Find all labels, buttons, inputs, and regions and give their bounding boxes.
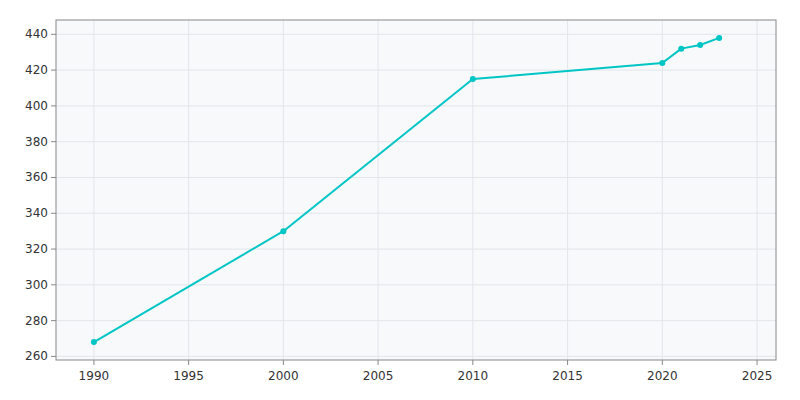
tick-label-y: 420 (25, 63, 48, 77)
tick-x (93, 360, 94, 365)
tick-x (567, 360, 568, 365)
tick-y (51, 141, 56, 142)
tick-label-y: 340 (25, 206, 48, 220)
tick-label-y: 400 (25, 99, 48, 113)
plot-frame (56, 20, 776, 360)
plot-area (56, 20, 776, 360)
grid-line-x (283, 20, 284, 360)
tick-y (51, 177, 56, 178)
tick-y (51, 320, 56, 321)
tick-x (378, 360, 379, 365)
tick-label-y: 320 (25, 242, 48, 256)
grid-line-x (757, 20, 758, 360)
tick-label-y: 280 (25, 314, 48, 328)
chart-container: 1990 1995 2000 2005 2010 2015 2020 2025 260 280 30… (0, 0, 800, 400)
tick-x (283, 360, 284, 365)
grid-line-y (56, 34, 776, 35)
tick-label-y: 380 (25, 135, 48, 149)
tick-y (51, 213, 56, 214)
axes: 1990 1995 2000 2005 2010 2015 2020 2025 260 280 30… (25, 27, 772, 383)
point (697, 42, 703, 48)
grid-line-y (56, 177, 776, 178)
point (716, 35, 722, 41)
grid-line-y (56, 213, 776, 214)
point (280, 228, 286, 234)
point (91, 339, 97, 345)
tick-label-y: 360 (25, 170, 48, 184)
grid-line-y (56, 356, 776, 357)
grid-line-x (378, 20, 379, 360)
grid-line-x (93, 20, 94, 360)
tick-label-x: 2025 (742, 369, 773, 383)
tick-label-x: 2015 (552, 369, 583, 383)
grid-line-y (56, 105, 776, 106)
grid-line-y (56, 141, 776, 142)
tick-y (51, 105, 56, 106)
grid-line-y (56, 249, 776, 250)
tick-x (188, 360, 189, 365)
tick-y (51, 249, 56, 250)
point (678, 46, 684, 52)
tick-x (662, 360, 663, 365)
grid-line-y (56, 70, 776, 71)
grid-line-x (188, 20, 189, 360)
tick-label-x: 2000 (268, 369, 299, 383)
tick-label-x: 1990 (79, 369, 110, 383)
tick-y (51, 34, 56, 35)
tick-label-x: 2005 (363, 369, 394, 383)
tick-label-x: 1995 (173, 369, 204, 383)
grid-line-x (472, 20, 473, 360)
tick-y (51, 70, 56, 71)
tick-label-y: 440 (25, 27, 48, 41)
grid-line-y (56, 284, 776, 285)
tick-label-x: 2020 (647, 369, 678, 383)
tick-x (757, 360, 758, 365)
tick-y (51, 356, 56, 357)
tick-label-y: 260 (25, 349, 48, 363)
tick-x (472, 360, 473, 365)
tick-label-x: 2010 (458, 369, 489, 383)
marks (91, 35, 722, 345)
chart: 1990 1995 2000 2005 2010 2015 2020 2025 260 280 30… (0, 0, 800, 400)
point (470, 76, 476, 82)
grid-line-x (662, 20, 663, 360)
grid (56, 20, 776, 360)
point (659, 60, 665, 66)
grid-line-y (56, 320, 776, 321)
tick-label-y: 300 (25, 278, 48, 292)
tick-y (51, 284, 56, 285)
line (94, 38, 719, 342)
